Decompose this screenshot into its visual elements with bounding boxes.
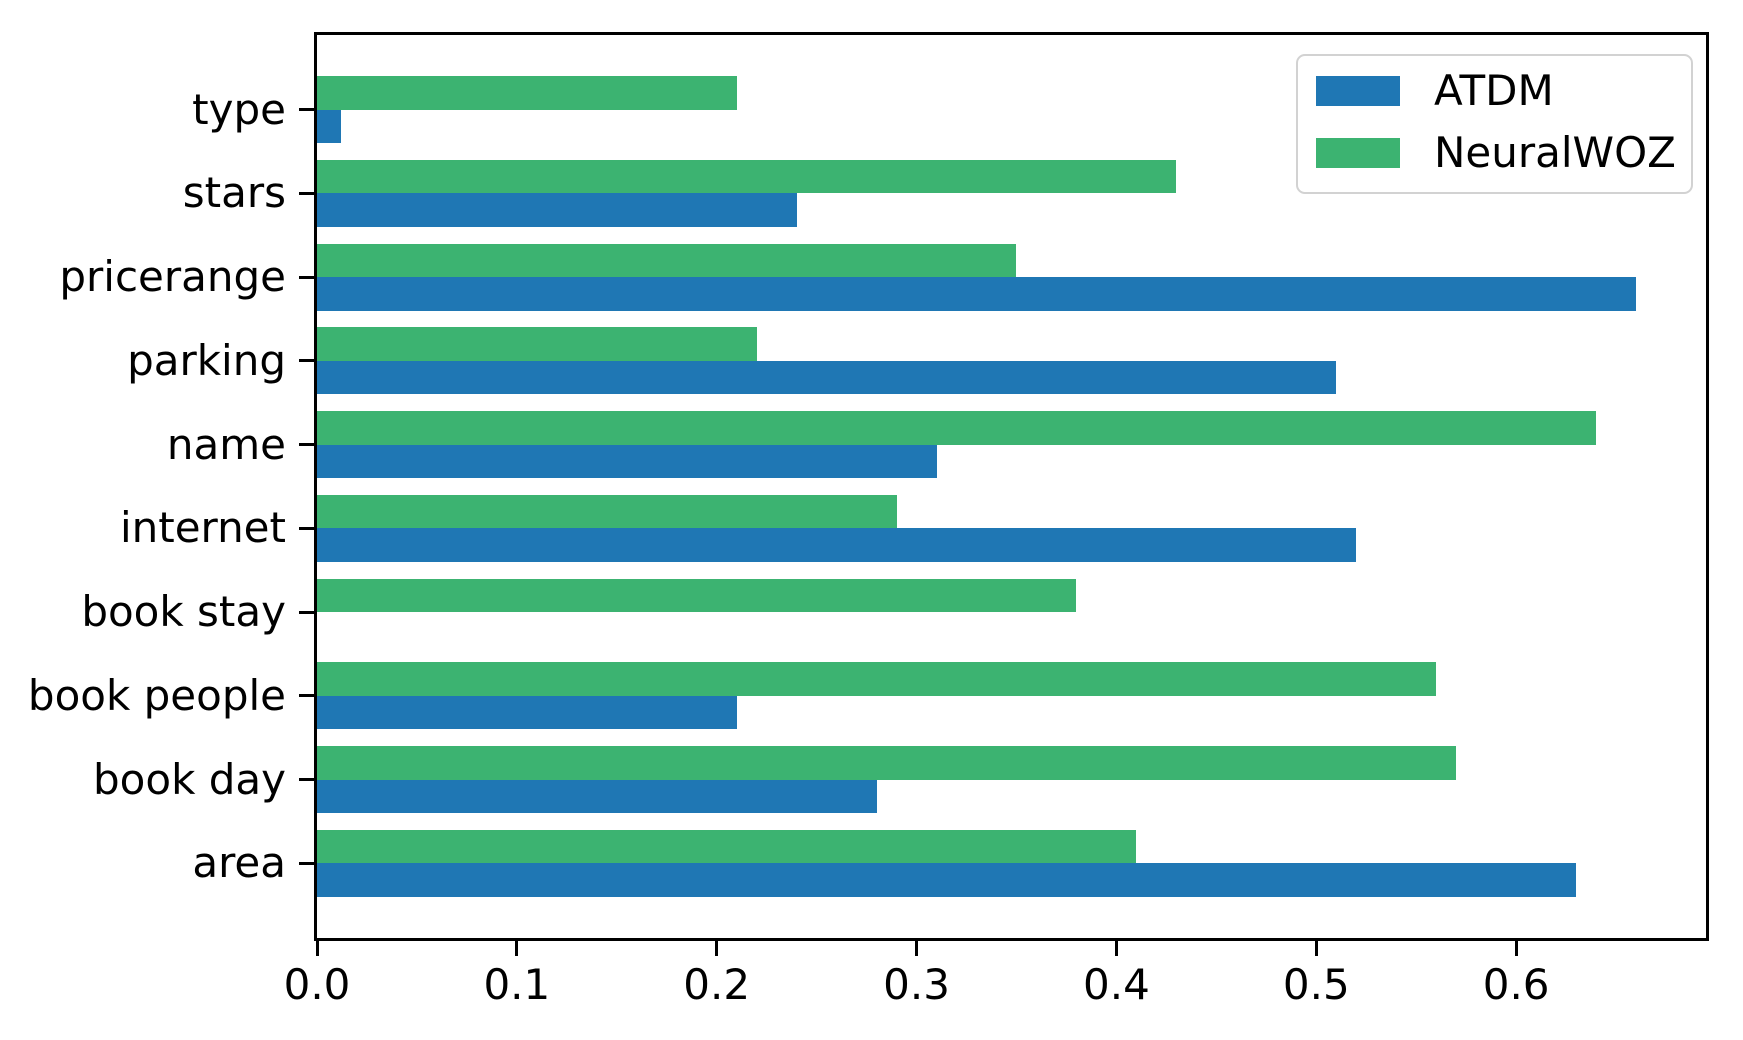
bar-neuralwoz-stars (317, 159, 1177, 194)
y-tick-mark (299, 861, 314, 865)
y-tick-label-name: name (166, 419, 286, 469)
x-tick-mark (515, 941, 519, 956)
bar-neuralwoz-area (317, 829, 1137, 864)
bars-layer (317, 35, 1706, 938)
x-tick-mark (1114, 941, 1118, 956)
bar-neuralwoz-type (317, 76, 737, 110)
bar-atdm-pricerange (317, 277, 1637, 311)
bar-atdm-internet (317, 528, 1357, 562)
legend-item-atdm: ATDM (1316, 70, 1554, 112)
bar-atdm-parking (317, 360, 1337, 395)
y-tick-label-pricerange: pricerange (59, 252, 286, 302)
y-tick-mark (299, 191, 314, 195)
legend-swatch-neuralwoz (1316, 138, 1400, 168)
x-tick-mark (1314, 941, 1318, 956)
x-tick-label-0.1: 0.1 (483, 960, 551, 1009)
bar-atdm-book-day (317, 779, 877, 814)
bar-atdm-book-people (317, 695, 737, 730)
legend-label-neuralwoz: NeuralWOZ (1434, 128, 1676, 177)
x-tick-mark (1514, 941, 1518, 956)
x-tick-label-0.5: 0.5 (1282, 960, 1350, 1009)
y-tick-label-parking: parking (127, 335, 286, 385)
y-tick-label-book-stay: book stay (81, 587, 286, 637)
x-tick-label-0.2: 0.2 (683, 960, 751, 1009)
bar-neuralwoz-book-day (317, 746, 1457, 780)
y-tick-label-internet: internet (119, 503, 286, 553)
x-tick-label-0.6: 0.6 (1482, 960, 1550, 1009)
y-tick-label-book-day: book day (93, 754, 286, 804)
bar-neuralwoz-parking (317, 327, 757, 361)
y-tick-mark (299, 694, 314, 698)
y-tick-label-type: type (192, 84, 286, 134)
legend: ATDM NeuralWOZ (1296, 54, 1693, 194)
legend-item-neuralwoz: NeuralWOZ (1316, 132, 1676, 174)
bar-atdm-name (317, 444, 937, 479)
x-tick-label-0.4: 0.4 (1083, 960, 1150, 1009)
x-tick-mark (715, 941, 719, 956)
x-tick-label-0.0: 0.0 (283, 960, 351, 1009)
y-tick-mark (299, 778, 314, 782)
bar-neuralwoz-pricerange (317, 243, 1017, 278)
x-tick-mark (915, 941, 919, 956)
y-tick-mark (299, 275, 314, 279)
y-tick-mark (299, 443, 314, 447)
y-tick-mark (299, 359, 314, 363)
bar-neuralwoz-book-people (317, 662, 1437, 696)
y-tick-label-stars: stars (182, 168, 286, 218)
legend-swatch-atdm (1316, 76, 1400, 106)
bar-atdm-type (317, 109, 341, 144)
legend-label-atdm: ATDM (1434, 66, 1554, 115)
x-tick-label-0.3: 0.3 (883, 960, 950, 1009)
bar-neuralwoz-name (317, 411, 1597, 445)
y-tick-mark (299, 108, 314, 112)
bar-neuralwoz-book-stay (317, 578, 1077, 613)
y-tick-mark (299, 526, 314, 530)
y-tick-label-book-people: book people (27, 670, 286, 720)
x-tick-mark (315, 941, 319, 956)
bar-atdm-area (317, 863, 1577, 897)
bar-neuralwoz-internet (317, 494, 897, 529)
y-tick-mark (299, 610, 314, 614)
bar-atdm-stars (317, 193, 797, 227)
y-tick-label-area: area (192, 838, 286, 888)
